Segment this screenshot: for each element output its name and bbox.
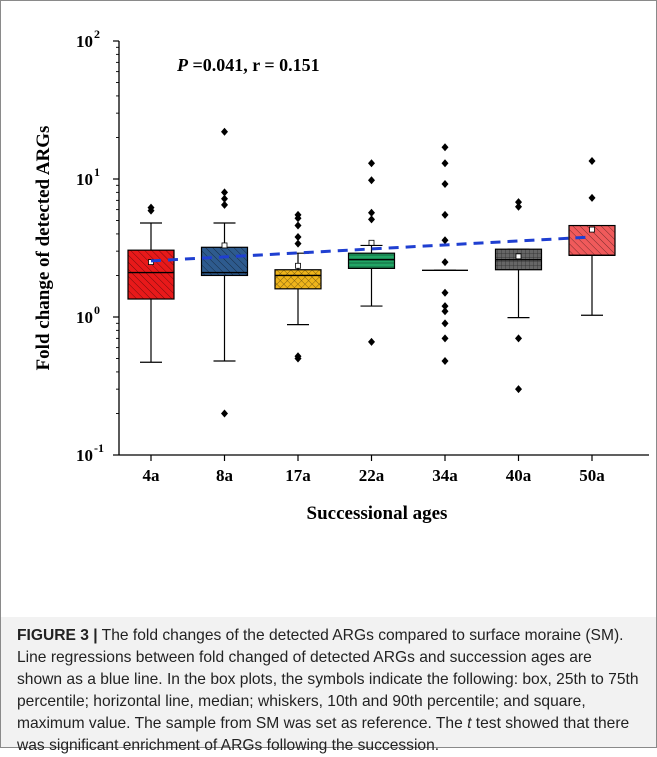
y-tick-label: 10 [76, 446, 93, 465]
outlier-point [221, 194, 228, 203]
p-value-annotation: P =0.041, r = 0.151 [176, 55, 320, 75]
x-tick-label: 8a [216, 466, 234, 485]
box-34a [422, 143, 468, 365]
outlier-point [221, 188, 228, 197]
p-value-text: =0.041, r = 0.151 [188, 55, 320, 75]
caption-label: FIGURE 3 | [17, 627, 98, 644]
box-17a [274, 210, 322, 363]
axes [113, 40, 649, 461]
outlier-point [368, 208, 375, 217]
y-tick-exponent: 2 [94, 27, 100, 41]
outlier-point [221, 200, 228, 209]
outlier-point [368, 176, 375, 185]
outlier-point [441, 334, 449, 343]
mean-marker [221, 242, 228, 249]
outlier-point [368, 215, 375, 224]
outlier-point [441, 319, 449, 328]
outlier-point [441, 356, 449, 365]
x-tick-label: 4a [143, 466, 161, 485]
outlier-point [294, 239, 302, 248]
y-tick-exponent: -1 [94, 441, 104, 455]
y-tick-label: 10 [76, 170, 93, 189]
outlier-point [441, 210, 449, 219]
y-tick-exponent: 0 [94, 303, 100, 317]
x-tick-label: 22a [359, 466, 385, 485]
outlier-point [588, 193, 596, 202]
x-tick-label: 40a [506, 466, 532, 485]
box-40a [494, 198, 543, 394]
outlier-point [221, 409, 228, 418]
box-pattern [348, 253, 395, 269]
outlier-point [294, 232, 302, 241]
box-50a [568, 157, 616, 316]
outlier-point [294, 352, 302, 361]
outlier-point [441, 143, 449, 152]
mean-marker [589, 226, 595, 233]
caption-text-part-1: The fold changes of the detected ARGs co… [17, 627, 639, 732]
caption-italic-t: t [467, 715, 472, 732]
outlier-point [441, 236, 449, 245]
x-tick-label: 50a [579, 466, 605, 485]
x-tick-label: 34a [432, 466, 458, 485]
outlier-point [515, 385, 522, 394]
mean-marker [515, 253, 522, 260]
outlier-point [368, 159, 375, 168]
outlier-point [588, 157, 596, 166]
outlier-point [441, 307, 449, 316]
x-tick-label: 17a [285, 466, 311, 485]
box-22a [347, 159, 396, 346]
regression-line [150, 235, 593, 263]
boxes [127, 127, 616, 418]
outlier-point [147, 203, 155, 212]
box-8a [200, 127, 249, 418]
outlier-point [368, 337, 375, 346]
regression-layer [150, 235, 593, 263]
outlier-point [515, 202, 522, 211]
box-pattern [128, 250, 174, 300]
p-symbol: P [176, 55, 189, 75]
box-pattern [275, 269, 321, 289]
y-axis-title: Fold change of detected ARGs [33, 126, 54, 371]
outlier-point [221, 127, 228, 136]
outlier-point [441, 288, 449, 297]
mean-marker [295, 262, 301, 269]
y-tick-label: 10 [76, 308, 93, 327]
x-axis-title: Successional ages [307, 503, 448, 524]
outlier-point [441, 179, 449, 188]
y-tick-label: 10 [76, 32, 93, 51]
outlier-point [441, 302, 449, 311]
caption-text: FIGURE 3 | The fold changes of the detec… [1, 617, 656, 757]
outlier-point [515, 334, 522, 343]
outlier-point [515, 198, 522, 207]
outlier-point [441, 258, 449, 267]
box-4a [127, 203, 175, 363]
figure-caption: FIGURE 3 | The fold changes of the detec… [1, 617, 656, 754]
y-tick-exponent: 1 [94, 165, 100, 179]
box-outline [347, 252, 396, 269]
box-outline [274, 269, 322, 290]
box-pattern [201, 247, 248, 276]
outlier-point [441, 159, 449, 168]
mean-marker [368, 239, 375, 246]
outlier-point [294, 221, 302, 230]
outlier-point [294, 210, 302, 219]
box-outline [127, 249, 175, 300]
